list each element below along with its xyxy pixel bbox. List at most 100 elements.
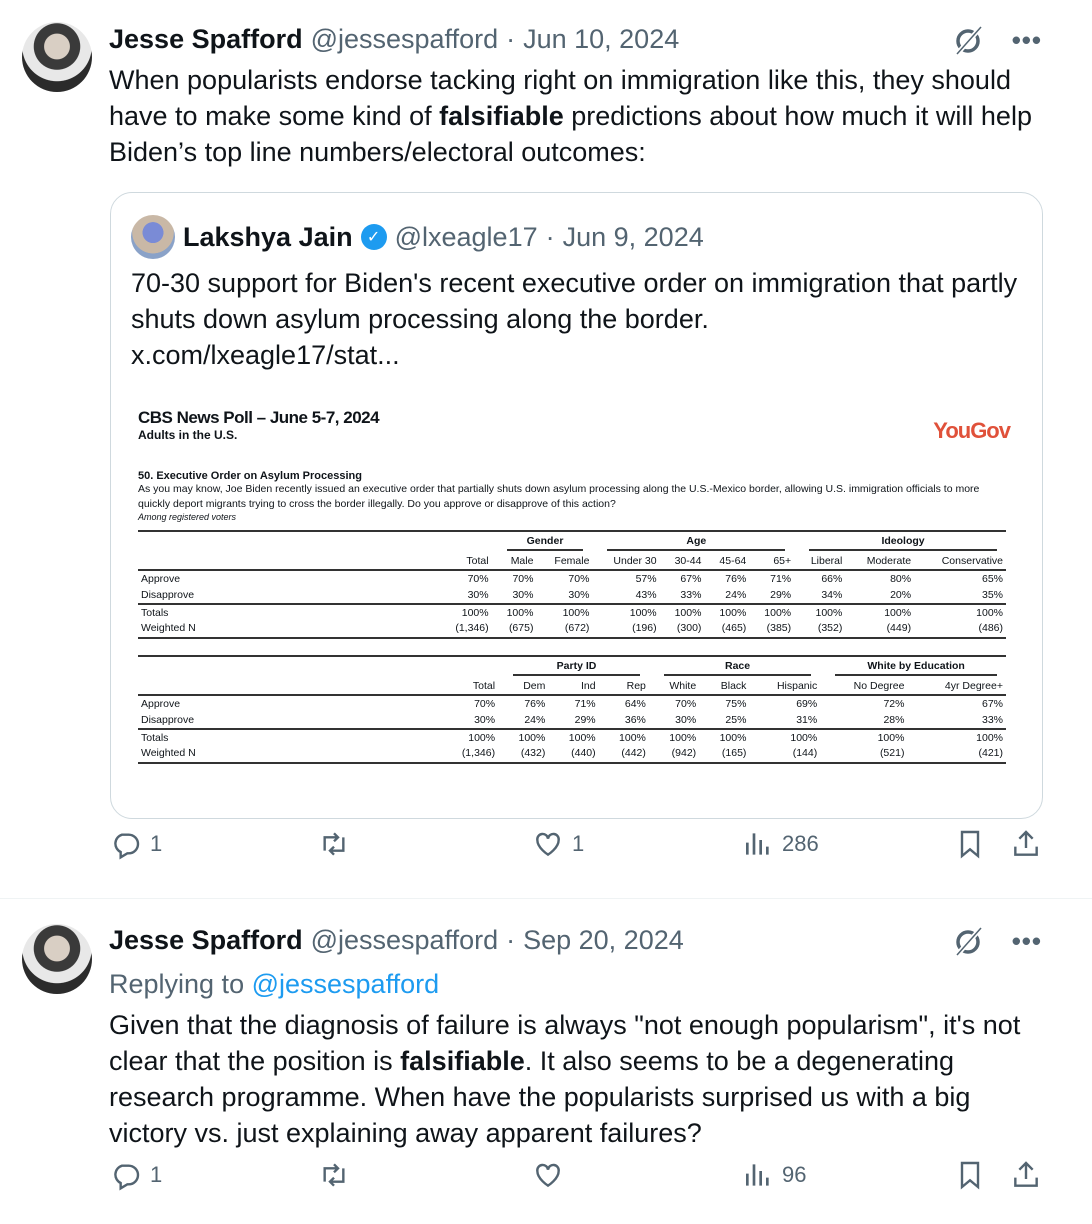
table-cell: 70% [438, 569, 492, 587]
table-cell: (449) [845, 621, 915, 639]
reply-icon [114, 1164, 140, 1191]
table-cell: (300) [659, 621, 705, 639]
grok-icon[interactable] [954, 925, 984, 957]
more-icon[interactable]: ••• [1011, 925, 1042, 956]
tweet-top-icons: ••• [954, 24, 1042, 56]
table-cell: 100% [704, 603, 750, 621]
table-cell: 76% [704, 569, 750, 587]
table-cell: 20% [890, 589, 912, 601]
bookmark-button[interactable] [954, 1159, 986, 1191]
table-cell: 34% [821, 589, 843, 601]
views-button[interactable]: 96 [742, 1159, 806, 1191]
table-cell: (196) [592, 621, 660, 639]
replying-handle-link[interactable]: @jessespafford [251, 969, 440, 999]
table-cell: 67% [659, 569, 705, 587]
table-cell: 24% [725, 589, 747, 601]
avatar[interactable] [22, 22, 92, 92]
group-label: Gender [506, 535, 584, 551]
group-header: Gender [491, 530, 593, 553]
table-cell: 100% [914, 603, 1006, 621]
table-row: Weighted N (1,346) (432) (440) (442) (942) (16… [138, 746, 1006, 764]
column-header: Male [510, 555, 534, 567]
table-cell: 100% [548, 728, 599, 746]
table-cell: 30% [512, 589, 534, 601]
bookmark-button[interactable] [954, 828, 986, 860]
share-button[interactable] [1010, 828, 1042, 860]
quote-header: Lakshya Jain ✓ @lxeagle17 · Jun 9, 2024 [131, 215, 704, 259]
table-cell: 64% [598, 694, 649, 712]
repost-button[interactable] [318, 828, 358, 860]
views-icon [746, 1164, 769, 1186]
repost-button[interactable] [318, 1159, 358, 1191]
table-cell: 100% [820, 728, 908, 746]
like-button[interactable] [532, 1159, 572, 1191]
table-cell: 36% [624, 714, 646, 726]
tweet-text: When popularists endorse tacking right o… [109, 62, 1049, 170]
table-cell: (1,346) [438, 746, 499, 764]
group-header [138, 655, 499, 678]
table-cell: 33% [981, 714, 1003, 726]
grok-icon[interactable] [954, 24, 984, 56]
text-part: predictions about how much it will help … [109, 101, 1032, 167]
table-cell: (672) [536, 621, 593, 639]
blank-cell [138, 553, 438, 570]
author-handle[interactable]: @jessespafford [310, 925, 499, 955]
table-cell: 35% [981, 589, 1003, 601]
table-cell: (465) [704, 621, 750, 639]
column-header: Total [472, 680, 496, 692]
table-cell: 33% [680, 589, 702, 601]
poll-image[interactable]: CBS News Poll – June 5-7, 2024 Adults in… [138, 408, 1011, 764]
replying-to: Replying to @jessespafford [109, 966, 1049, 1002]
tweet-date[interactable]: Jun 10, 2024 [523, 24, 680, 54]
reply-button[interactable]: 1 [110, 1159, 162, 1191]
table-cell: 100% [592, 603, 660, 621]
group-header-row: Gender Age Ideology [138, 530, 1006, 553]
separator: · [506, 24, 516, 54]
table-cell: (165) [699, 746, 750, 764]
column-header: 45-64 [719, 555, 747, 567]
table-cell: (352) [794, 621, 846, 639]
column-header: Total [466, 555, 489, 567]
text-part: . It also seems to be a degenerating res… [109, 1046, 971, 1148]
author-name[interactable]: Jesse Spafford [109, 925, 303, 955]
quote-author-handle[interactable]: @lxeagle17 [394, 221, 538, 252]
text-bold: falsifiable [400, 1046, 525, 1076]
group-header: Age [592, 530, 795, 553]
tweet-date[interactable]: Sep 20, 2024 [523, 925, 684, 955]
separator: · [506, 925, 516, 955]
like-button[interactable]: 1 [532, 828, 584, 860]
table-cell: 100% [648, 728, 700, 746]
table-cell: 100% [438, 603, 492, 621]
table-cell: 100% [907, 728, 1006, 746]
row-label: Totals [138, 603, 438, 621]
quoted-tweet[interactable]: Lakshya Jain ✓ @lxeagle17 · Jun 9, 2024 … [110, 192, 1043, 819]
table-cell: 30% [568, 589, 590, 601]
table-cell: 30% [474, 714, 496, 726]
author-name[interactable]: Jesse Spafford [109, 24, 303, 54]
quote-author-name[interactable]: Lakshya Jain [183, 221, 353, 252]
group-header: Race [648, 655, 821, 678]
table-row: Totals 100% 100% 100% 100% 100% 100% 100% 100% 10… [138, 728, 1006, 746]
column-header: Female [554, 555, 590, 567]
table-cell: 100% [659, 603, 705, 621]
tweet-text: Given that the diagnosis of failure is a… [109, 1007, 1049, 1151]
table-cell: 29% [770, 589, 792, 601]
poll-subtitle: Adults in the U.S. [138, 428, 238, 442]
table-cell: 67% [907, 694, 1006, 712]
more-icon[interactable]: ••• [1011, 24, 1042, 55]
quote-link[interactable]: x.com/lxeagle17/stat... [131, 340, 400, 370]
author-handle[interactable]: @jessespafford [310, 24, 499, 54]
table-cell: (432) [498, 746, 549, 764]
table-cell: 100% [749, 603, 795, 621]
views-button[interactable]: 286 [742, 828, 819, 860]
verified-badge-icon: ✓ [360, 224, 387, 250]
column-header: Black [720, 680, 747, 692]
table-row: Weighted N (1,346) (675) (672) (196) (300) (46… [138, 621, 1006, 639]
reply-button[interactable]: 1 [110, 828, 162, 860]
avatar[interactable] [22, 924, 92, 994]
table-cell: 100% [598, 728, 649, 746]
quote-avatar[interactable] [131, 215, 175, 259]
share-button[interactable] [1010, 1159, 1042, 1191]
column-header: 30-44 [674, 555, 702, 567]
group-header-row: Party ID Race White by Education [138, 655, 1006, 678]
